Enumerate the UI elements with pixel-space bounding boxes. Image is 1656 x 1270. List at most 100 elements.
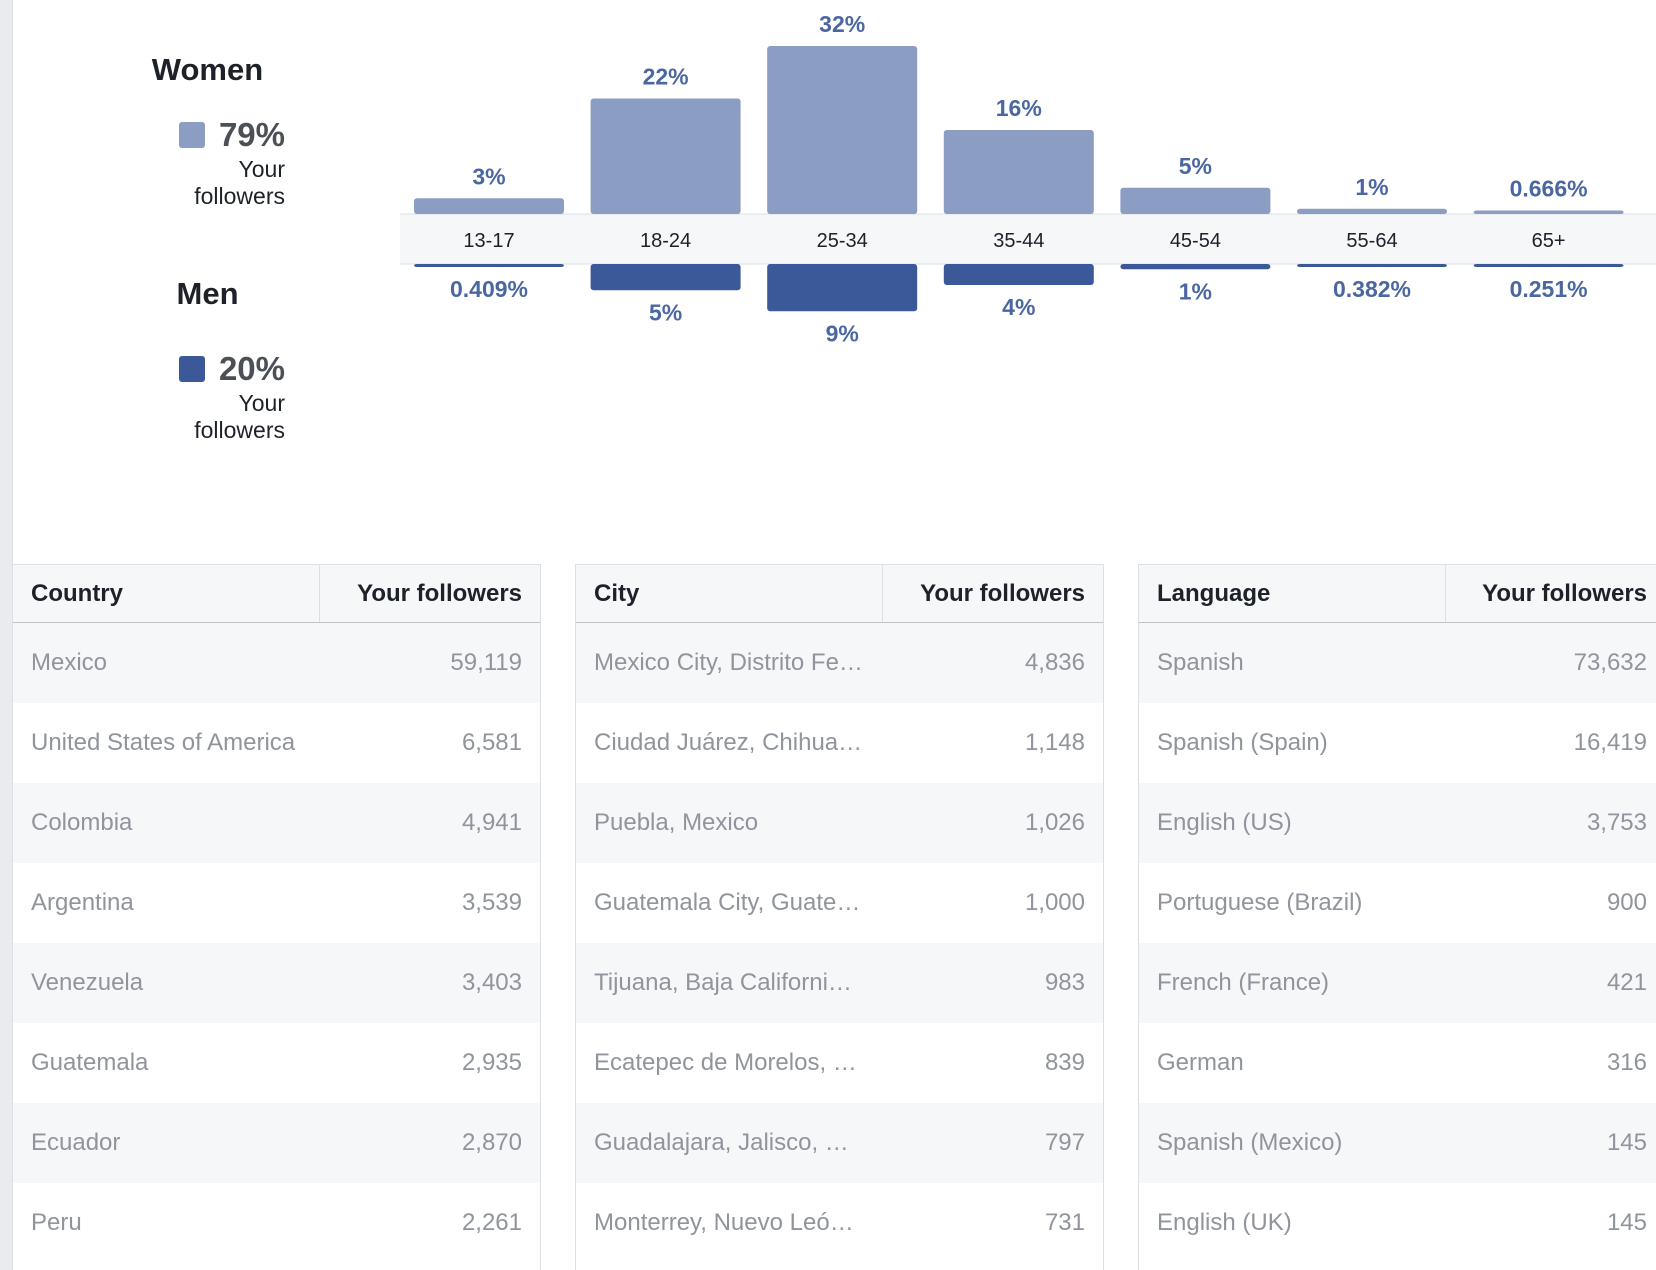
city-followers: 1,148 — [882, 703, 1103, 783]
city-name: Monterrey, Nuevo León… — [576, 1183, 882, 1263]
legend-men-subtitle-line2: followers — [194, 417, 285, 443]
country-followers: 6,581 — [319, 703, 540, 783]
country-followers: 3,539 — [319, 863, 540, 943]
men-bar-25-34[interactable] — [767, 264, 918, 312]
legend-men: Men 20% Your followers — [130, 276, 286, 444]
country-followers: 4,941 — [319, 783, 540, 863]
city-name: Ciudad Juárez, Chihua… — [576, 703, 882, 783]
country-followers-column-header[interactable]: Your followers — [318, 564, 540, 623]
table-row: Guatemala 2,935 — [13, 1023, 540, 1103]
table-row: Monterrey, Nuevo León… 731 — [576, 1183, 1103, 1263]
men-bar-45-54[interactable] — [1120, 264, 1271, 270]
language-followers: 145 — [1445, 1103, 1656, 1183]
men-value-label: 0.382% — [1333, 276, 1411, 302]
language-followers-column-header[interactable]: Your followers — [1444, 564, 1656, 623]
country-table-panel: Country Your followers Mexico 59,119 Unit… — [12, 564, 541, 1270]
legend-women-subtitle: Your followers — [130, 156, 285, 210]
language-table-panel: Language Your followers Spanish 73,632 Sp… — [1138, 564, 1656, 1270]
men-bar-35-44[interactable] — [943, 264, 1094, 285]
age-gender-chart: 3% 0.409% 13-17 22% 5% 18-24 32% 9% 25-34 16% 4% 35… — [400, 11, 1656, 346]
women-bar-55-64[interactable] — [1297, 208, 1447, 214]
table-row: Mexico 59,119 — [13, 622, 540, 703]
country-name: Ecuador — [13, 1103, 319, 1183]
country-name: Venezuela — [13, 943, 319, 1023]
city-followers: 983 — [882, 943, 1103, 1023]
women-swatch — [178, 122, 205, 148]
women-value-label: 5% — [1179, 153, 1212, 179]
legend-women-row: 79% — [130, 116, 285, 154]
legend-women-subtitle-line1: Your — [238, 156, 285, 182]
city-column-header[interactable]: City — [576, 564, 882, 623]
country-table-header: Country Your followers — [13, 564, 540, 623]
table-row: Spanish 73,632 — [1139, 622, 1656, 703]
city-table: City Your followers Mexico City, Distrit… — [576, 564, 1103, 1263]
women-bar-13-17[interactable] — [414, 198, 564, 214]
country-column-header[interactable]: Country — [13, 564, 319, 623]
city-followers: 731 — [882, 1183, 1103, 1263]
table-row: Guadalajara, Jalisco, … 797 — [576, 1103, 1103, 1183]
table-row: Venezuela 3,403 — [13, 943, 540, 1023]
country-followers: 2,935 — [319, 1023, 540, 1103]
city-name: Guatemala City, Guate… — [576, 863, 882, 943]
country-name: Peru — [13, 1183, 319, 1263]
legend-women-percent: 79% — [218, 116, 285, 153]
women-bar-18-24[interactable] — [590, 98, 741, 215]
country-followers: 59,119 — [319, 622, 540, 703]
table-row: Argentina 3,539 — [13, 863, 540, 943]
women-bar-35-44[interactable] — [943, 130, 1094, 214]
table-row: United States of America 6,581 — [13, 703, 540, 783]
language-followers: 16,419 — [1445, 703, 1656, 783]
table-row: French (France) 421 — [1139, 943, 1656, 1023]
men-value-label: 4% — [1002, 294, 1035, 320]
city-followers-column-header[interactable]: Your followers — [881, 564, 1103, 623]
men-bar-55-64[interactable] — [1297, 264, 1447, 267]
city-followers: 839 — [882, 1023, 1103, 1103]
language-followers: 73,632 — [1445, 622, 1656, 703]
women-value-label: 16% — [996, 95, 1042, 121]
men-value-label: 1% — [1179, 278, 1212, 304]
men-bar-65+[interactable] — [1473, 264, 1624, 267]
women-bar-25-34[interactable] — [767, 46, 918, 214]
men-swatch — [178, 356, 205, 382]
country-followers: 2,261 — [319, 1183, 540, 1263]
country-name: United States of America — [13, 703, 319, 783]
table-row: Ciudad Juárez, Chihua… 1,148 — [576, 703, 1103, 783]
city-name: Puebla, Mexico — [576, 783, 882, 863]
language-name: Spanish (Mexico) — [1139, 1103, 1445, 1183]
legend-men-title: Men — [176, 276, 239, 311]
language-followers: 145 — [1445, 1183, 1656, 1263]
table-row: Portuguese (Brazil) 900 — [1139, 863, 1656, 943]
city-table-header: City Your followers — [576, 564, 1103, 623]
table-row: Tijuana, Baja California… 983 — [576, 943, 1103, 1023]
language-name: German — [1139, 1023, 1445, 1103]
language-column-header[interactable]: Language — [1139, 564, 1445, 623]
age-tick-label: 65+ — [1532, 230, 1566, 252]
women-value-label: 0.666% — [1510, 176, 1588, 202]
table-row: English (US) 3,753 — [1139, 783, 1656, 863]
men-bar-18-24[interactable] — [590, 264, 741, 291]
table-row: Puebla, Mexico 1,026 — [576, 783, 1103, 863]
age-tick-label: 55-64 — [1346, 230, 1397, 252]
axis-band — [400, 214, 1656, 264]
table-row: Colombia 4,941 — [13, 783, 540, 863]
women-bar-45-54[interactable] — [1120, 187, 1271, 214]
table-row: Mexico City, Distrito Fe… 4,836 — [576, 622, 1103, 703]
men-bar-13-17[interactable] — [414, 264, 564, 267]
city-followers: 797 — [882, 1103, 1103, 1183]
country-name: Colombia — [13, 783, 319, 863]
women-bar-65+[interactable] — [1473, 210, 1624, 214]
table-row: German 316 — [1139, 1023, 1656, 1103]
city-table-panel: City Your followers Mexico City, Distrit… — [575, 564, 1104, 1270]
language-table-header: Language Your followers — [1139, 564, 1656, 623]
country-name: Argentina — [13, 863, 319, 943]
language-name: French (France) — [1139, 943, 1445, 1023]
men-value-label: 0.409% — [450, 276, 528, 302]
city-followers: 4,836 — [882, 622, 1103, 703]
women-value-label: 3% — [472, 163, 505, 189]
men-value-label: 0.251% — [1510, 276, 1588, 302]
men-value-label: 5% — [649, 299, 682, 325]
city-name: Tijuana, Baja California… — [576, 943, 882, 1023]
language-followers: 900 — [1445, 863, 1656, 943]
women-value-label: 32% — [819, 11, 865, 37]
legend-women-title: Women — [151, 52, 264, 87]
